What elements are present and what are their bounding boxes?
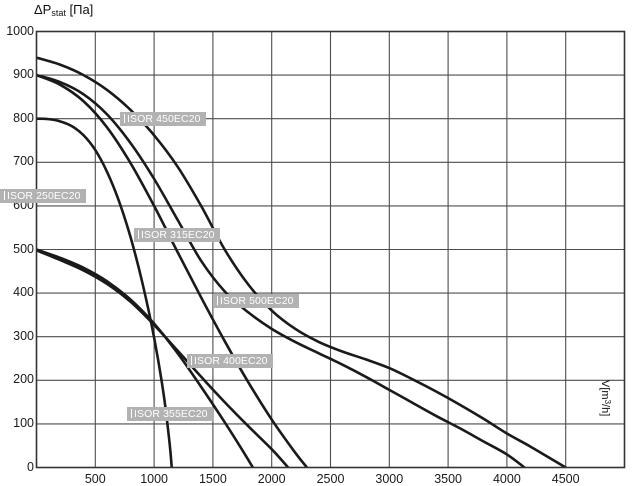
y-tick-label: 0 (27, 459, 34, 474)
y-axis-title-sub: stat (51, 8, 66, 18)
curve-isor-500ec20 (36, 56, 567, 468)
y-axis-title: ΔPstat [Пa] (34, 2, 93, 18)
series-label: ISOR 450EC20 (120, 112, 206, 126)
x-tick-label: 4000 (492, 471, 521, 486)
y-axis-title-main: ΔP (34, 2, 52, 17)
y-tick-label: 100 (13, 415, 34, 430)
y-tick-label: 500 (13, 241, 34, 256)
x-tick-label: 500 (84, 471, 106, 486)
x-tick-label: 1500 (198, 471, 227, 486)
x-tick-label: 3000 (375, 471, 404, 486)
series-label: ISOR 400EC20 (187, 354, 273, 368)
series-label: ISOR 355EC20 (127, 407, 213, 421)
y-tick-label: 1000 (6, 23, 34, 38)
y-tick-label: 800 (13, 110, 34, 125)
y-tick-label: 900 (13, 67, 34, 82)
x-axis-title-rest: /h] (599, 404, 611, 417)
curve-isor-400ec20 (36, 73, 309, 468)
y-tick-label: 700 (13, 154, 34, 169)
x-tick-label: 1000 (140, 471, 168, 486)
plot-frame (35, 30, 626, 469)
series-label: ISOR 250EC20 (0, 189, 86, 203)
y-tick-label: 400 (13, 285, 34, 300)
x-tick-label: 2500 (316, 471, 345, 486)
curve-isor-450ec20 (36, 73, 526, 468)
grid-lines (36, 31, 625, 468)
x-axis-title: V[m3/h] (599, 380, 612, 416)
y-tick-label: 200 (13, 372, 34, 387)
curve-isor-250ec20 (36, 117, 174, 468)
x-tick-label: 3500 (434, 471, 462, 486)
x-axis-title-main: V[m (599, 380, 611, 400)
x-tick-label: 2000 (257, 471, 286, 486)
curve-isor-355ec20 (36, 249, 290, 468)
y-tick-label: 300 (13, 328, 34, 343)
series-label: ISOR 315EC20 (134, 228, 220, 242)
y-axis-title-unit: [Пa] (69, 2, 94, 17)
curve-lines (36, 56, 567, 468)
x-tick-label: 4500 (551, 471, 580, 486)
series-label: ISOR 500EC20 (213, 294, 299, 308)
